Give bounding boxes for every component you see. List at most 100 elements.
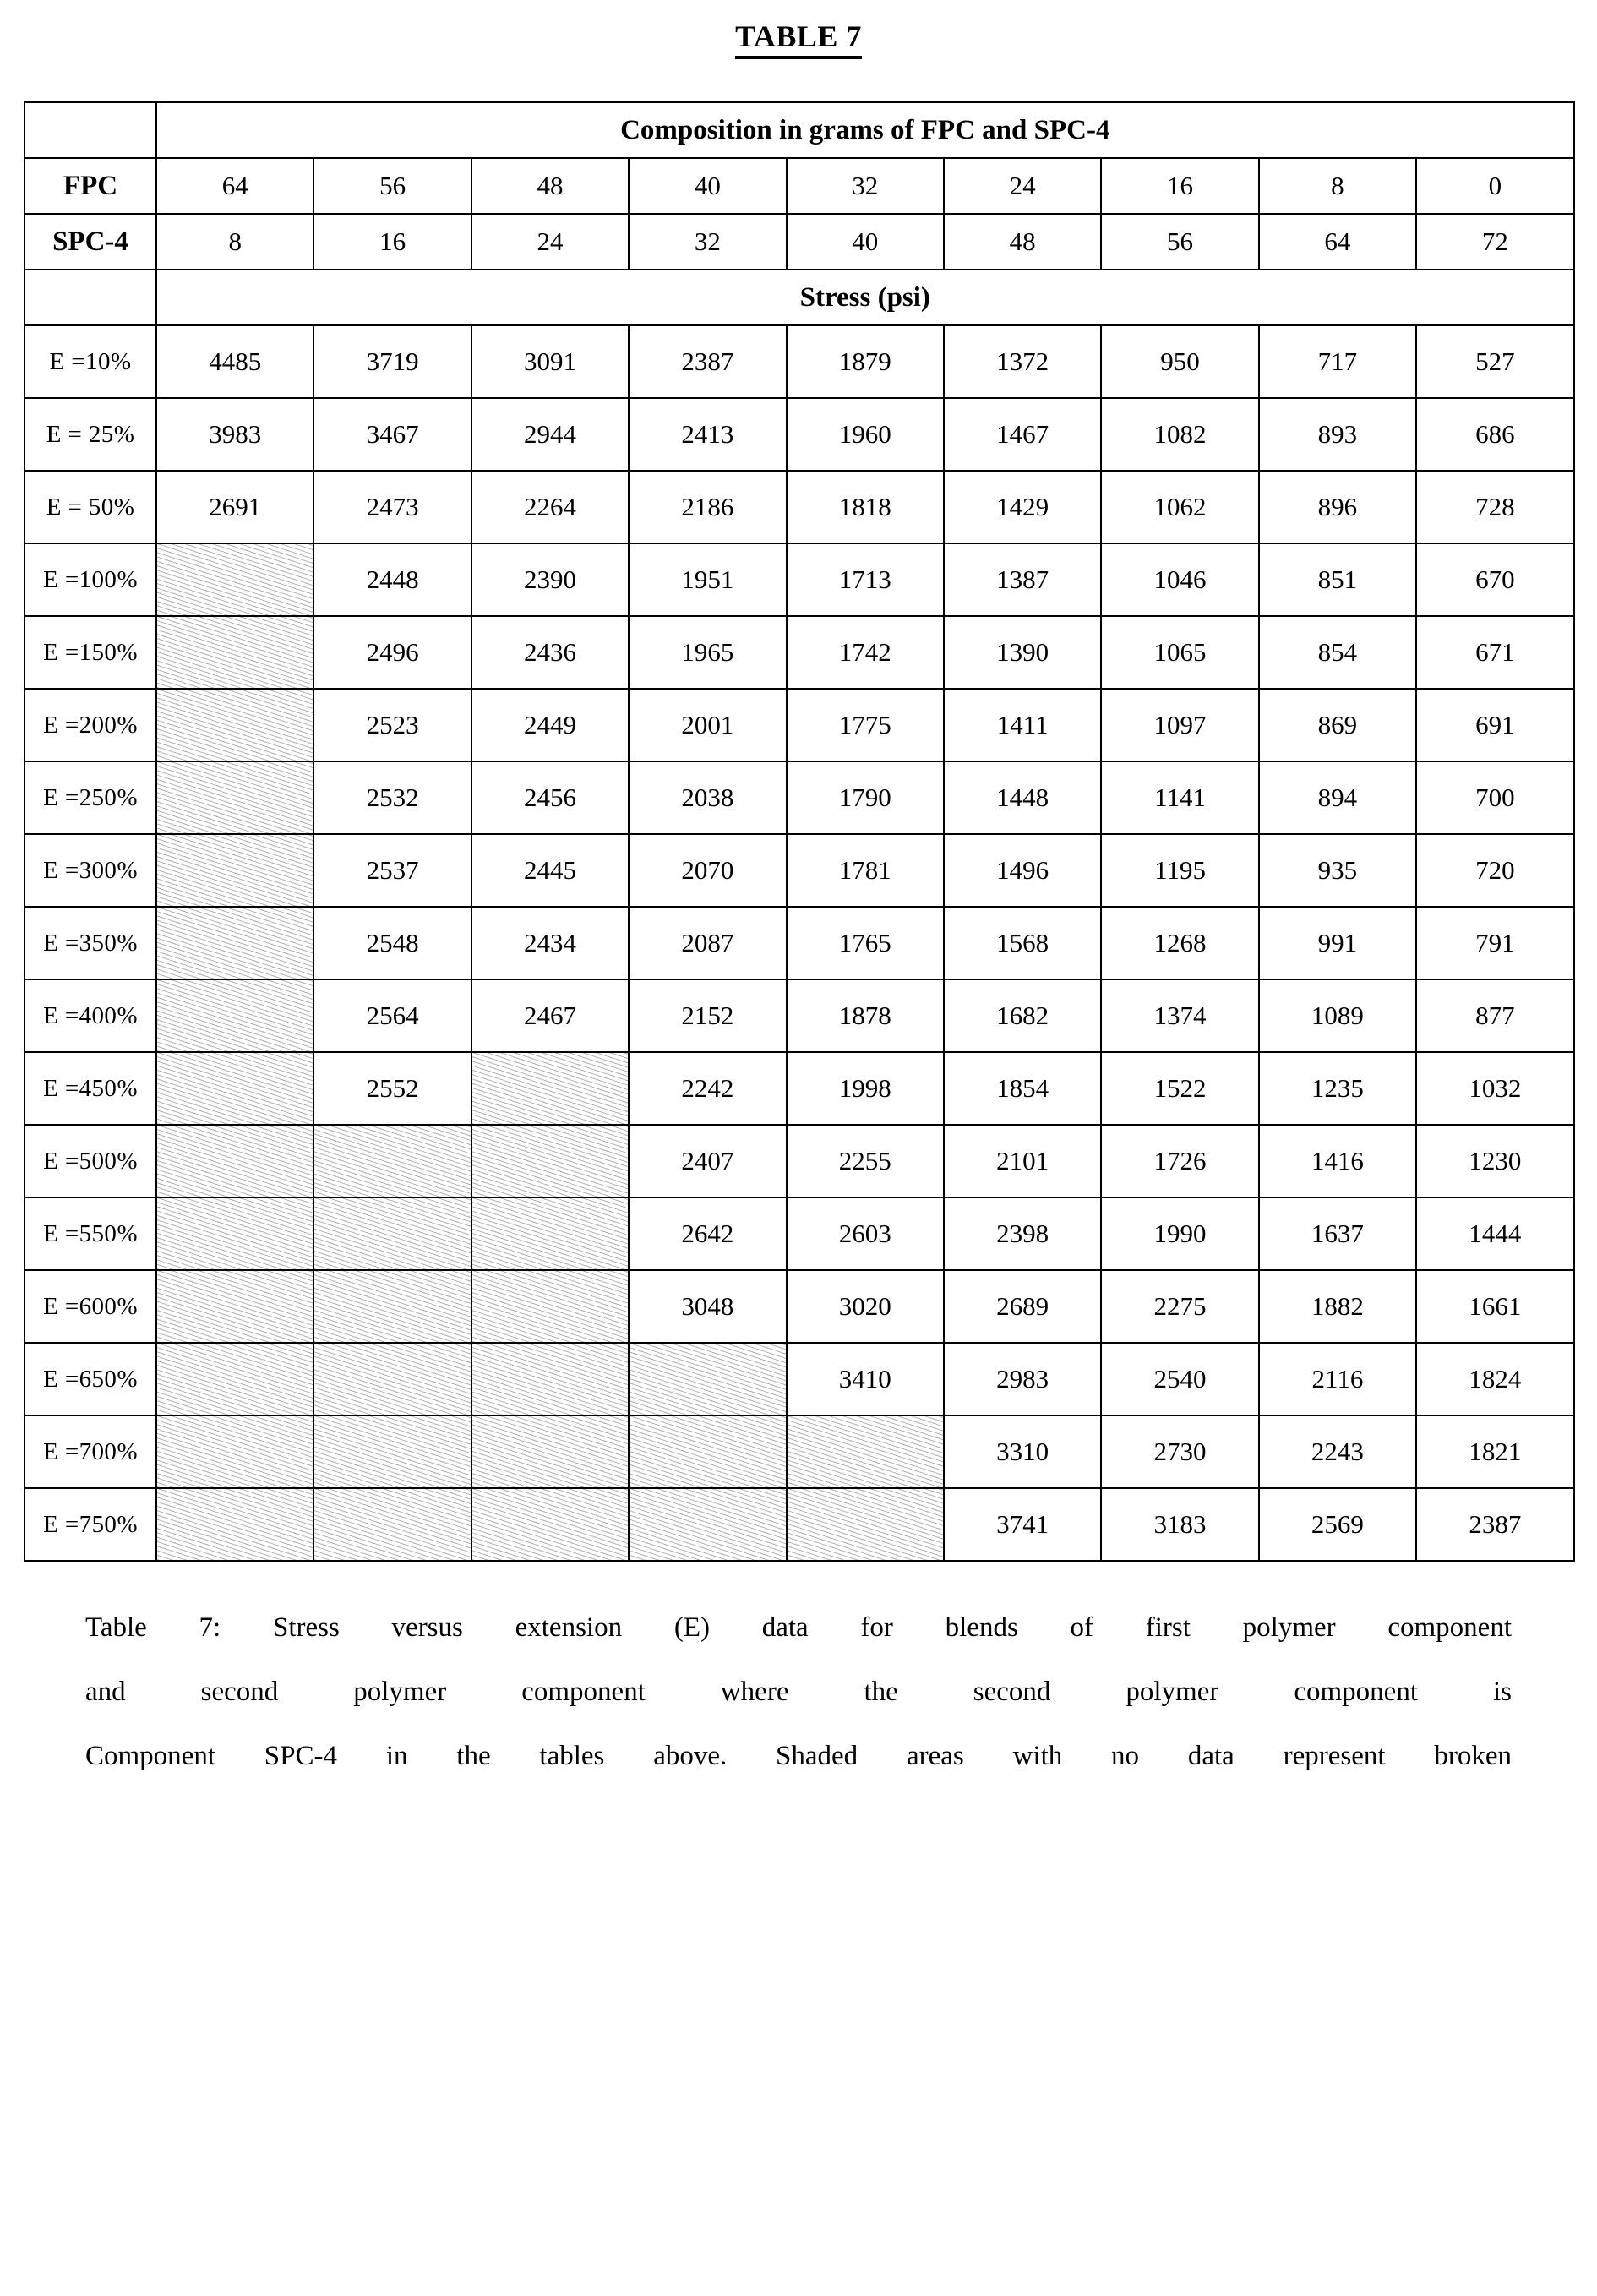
spc-row: SPC-481624324048566472 xyxy=(25,214,1574,270)
stress-value-cell: 1467 xyxy=(944,398,1101,471)
table-row: E =250%253224562038179014481141894700 xyxy=(25,761,1574,834)
shaded-broken-cell xyxy=(313,1415,471,1488)
fpc-row: FPC6456484032241680 xyxy=(25,158,1574,214)
stress-value-cell: 1062 xyxy=(1101,471,1258,543)
extension-row-label: E =150% xyxy=(25,616,156,689)
table-row: E = 50%269124732264218618181429106289672… xyxy=(25,471,1574,543)
table-container: Composition in grams of FPC and SPC-4 FP… xyxy=(24,101,1573,1562)
stress-value-cell: 2116 xyxy=(1259,1343,1416,1415)
stress-value-cell: 1230 xyxy=(1416,1125,1573,1197)
stress-value-cell: 1821 xyxy=(1416,1415,1573,1488)
stress-value-cell: 2186 xyxy=(629,471,786,543)
stress-value-cell: 950 xyxy=(1101,325,1258,398)
extension-row-label: E =600% xyxy=(25,1270,156,1343)
stress-value-cell: 2070 xyxy=(629,834,786,907)
stress-value-cell: 2552 xyxy=(313,1052,471,1125)
stress-value-cell: 1960 xyxy=(787,398,944,471)
table-row: E =700%3310273022431821 xyxy=(25,1415,1574,1488)
stress-header: Stress (psi) xyxy=(156,270,1574,325)
stress-value-cell: 2001 xyxy=(629,689,786,761)
shaded-broken-cell xyxy=(471,1488,629,1561)
stress-value-cell: 991 xyxy=(1259,907,1416,979)
stress-value-cell: 1879 xyxy=(787,325,944,398)
stress-value-cell: 1965 xyxy=(629,616,786,689)
stress-value-cell: 3091 xyxy=(471,325,629,398)
caption-line-3: Component SPC-4 in the tables above. Sha… xyxy=(85,1724,1512,1788)
caption-line-2: and second polymer component where the s… xyxy=(85,1660,1512,1724)
fpc-value-cell: 64 xyxy=(156,158,313,214)
shaded-broken-cell xyxy=(156,834,313,907)
stress-value-cell: 2038 xyxy=(629,761,786,834)
stress-value-cell: 1854 xyxy=(944,1052,1101,1125)
stress-value-cell: 3983 xyxy=(156,398,313,471)
stress-value-cell: 4485 xyxy=(156,325,313,398)
stress-value-cell: 2087 xyxy=(629,907,786,979)
table-row: E =600%304830202689227518821661 xyxy=(25,1270,1574,1343)
stress-value-cell: 2730 xyxy=(1101,1415,1258,1488)
stress-value-cell: 2473 xyxy=(313,471,471,543)
fpc-value-cell: 16 xyxy=(1101,158,1258,214)
stress-value-cell: 1065 xyxy=(1101,616,1258,689)
shaded-broken-cell xyxy=(156,907,313,979)
stress-value-cell: 851 xyxy=(1259,543,1416,616)
stress-value-cell: 2242 xyxy=(629,1052,786,1125)
shaded-broken-cell xyxy=(156,689,313,761)
stress-value-cell: 1416 xyxy=(1259,1125,1416,1197)
table-row: E =550%264226032398199016371444 xyxy=(25,1197,1574,1270)
corner-blank-cell xyxy=(25,102,156,158)
table-row: E =750%3741318325692387 xyxy=(25,1488,1574,1561)
spc-value-cell: 72 xyxy=(1416,214,1573,270)
shaded-broken-cell xyxy=(471,1125,629,1197)
extension-row-label: E = 50% xyxy=(25,471,156,543)
stress-value-cell: 2152 xyxy=(629,979,786,1052)
composition-header: Composition in grams of FPC and SPC-4 xyxy=(156,102,1574,158)
stress-value-cell: 2255 xyxy=(787,1125,944,1197)
extension-row-label: E =350% xyxy=(25,907,156,979)
extension-row-label: E =200% xyxy=(25,689,156,761)
spc-value-cell: 40 xyxy=(787,214,944,270)
shaded-broken-cell xyxy=(471,1052,629,1125)
spc-value-cell: 64 xyxy=(1259,214,1416,270)
stress-value-cell: 1726 xyxy=(1101,1125,1258,1197)
stress-value-cell: 2387 xyxy=(1416,1488,1573,1561)
stress-value-cell: 1568 xyxy=(944,907,1101,979)
shaded-broken-cell xyxy=(471,1197,629,1270)
composition-header-row: Composition in grams of FPC and SPC-4 xyxy=(25,102,1574,158)
stress-value-cell: 869 xyxy=(1259,689,1416,761)
fpc-value-cell: 48 xyxy=(471,158,629,214)
stress-value-cell: 691 xyxy=(1416,689,1573,761)
stress-value-cell: 671 xyxy=(1416,616,1573,689)
shaded-broken-cell xyxy=(787,1415,944,1488)
extension-row-label: E =100% xyxy=(25,543,156,616)
stress-value-cell: 1141 xyxy=(1101,761,1258,834)
extension-row-label: E = 25% xyxy=(25,398,156,471)
shaded-broken-cell xyxy=(471,1270,629,1343)
shaded-broken-cell xyxy=(313,1125,471,1197)
fpc-row-label: FPC xyxy=(25,158,156,214)
table-row: E =10%448537193091238718791372950717527 xyxy=(25,325,1574,398)
table-body: Composition in grams of FPC and SPC-4 FP… xyxy=(25,102,1574,1561)
stress-value-cell: 2434 xyxy=(471,907,629,979)
stress-value-cell: 1661 xyxy=(1416,1270,1573,1343)
table-row: E =450%2552224219981854152212351032 xyxy=(25,1052,1574,1125)
stress-value-cell: 1444 xyxy=(1416,1197,1573,1270)
stress-value-cell: 2467 xyxy=(471,979,629,1052)
page-title-text: TABLE 7 xyxy=(735,19,862,59)
stress-value-cell: 1522 xyxy=(1101,1052,1258,1125)
corner-blank-cell-2 xyxy=(25,270,156,325)
extension-row-label: E =10% xyxy=(25,325,156,398)
stress-value-cell: 2264 xyxy=(471,471,629,543)
fpc-value-cell: 56 xyxy=(313,158,471,214)
stress-value-cell: 2642 xyxy=(629,1197,786,1270)
stress-value-cell: 1235 xyxy=(1259,1052,1416,1125)
stress-value-cell: 3183 xyxy=(1101,1488,1258,1561)
stress-value-cell: 3741 xyxy=(944,1488,1101,1561)
stress-value-cell: 2603 xyxy=(787,1197,944,1270)
shaded-broken-cell xyxy=(156,1270,313,1343)
spc-row-label: SPC-4 xyxy=(25,214,156,270)
stress-value-cell: 670 xyxy=(1416,543,1573,616)
stress-value-cell: 3020 xyxy=(787,1270,944,1343)
stress-value-cell: 1390 xyxy=(944,616,1101,689)
stress-value-cell: 2436 xyxy=(471,616,629,689)
stress-value-cell: 3048 xyxy=(629,1270,786,1343)
